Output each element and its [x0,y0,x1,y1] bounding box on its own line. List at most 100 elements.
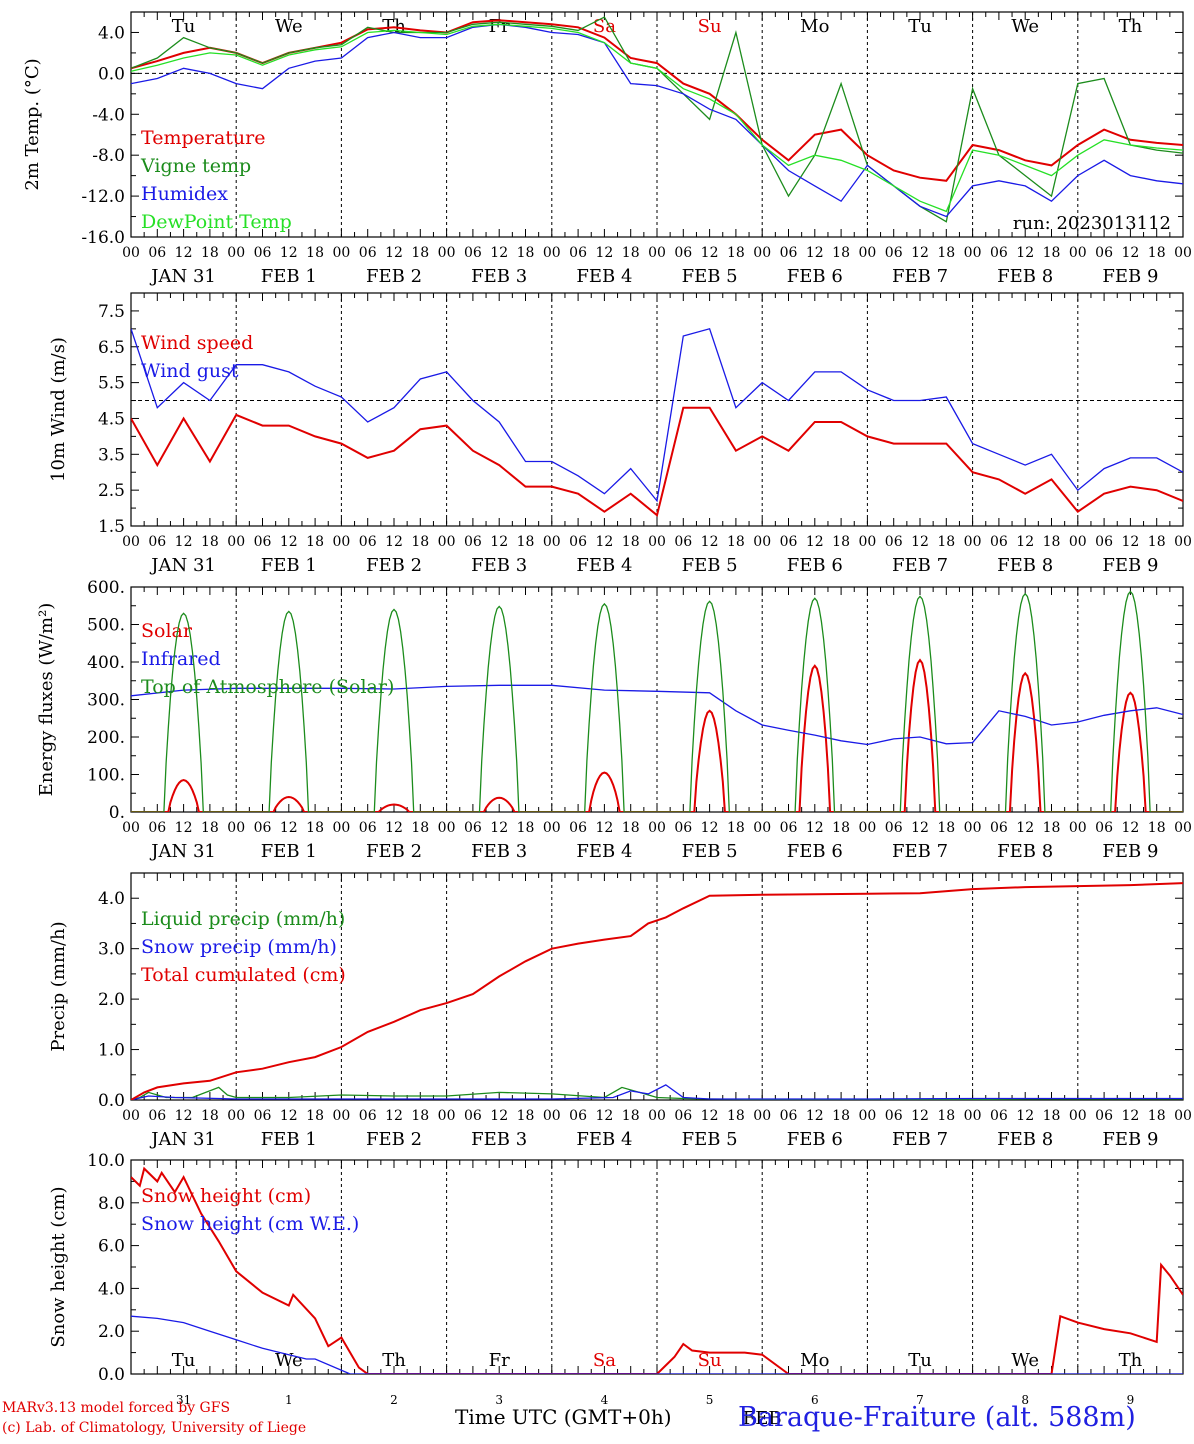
legend-entry: Vigne temp [140,155,251,177]
hour-tick-label: 00 [753,820,771,836]
hour-tick-label: 00 [1069,534,1087,550]
hour-tick-label: 06 [148,245,166,261]
hour-tick-label: 12 [280,245,298,261]
series-line [131,684,1183,746]
hour-tick-label: 00 [858,1108,876,1124]
legend-entry: Temperature [141,127,265,149]
hour-tick-label: 12 [490,1108,508,1124]
hour-tick-label: 00 [648,245,666,261]
date-label: FEB 1 [261,555,317,576]
y-tick-label: 0.0 [98,1091,125,1111]
hour-tick-label: 12 [806,245,824,261]
date-label: FEB 2 [366,1129,422,1150]
legend-entry: Snow height (cm) [141,1185,311,1207]
hour-tick-label: 06 [780,245,798,261]
day-number-label: 5 [706,1393,714,1407]
day-of-week-label: Th [382,1350,406,1371]
hour-tick-label: 18 [1043,245,1061,261]
hour-tick-label: 18 [1148,245,1166,261]
hour-tick-label: 06 [148,534,166,550]
date-label: FEB 2 [366,555,422,576]
y-tick-label: 4.0 [98,889,125,909]
hour-tick-label: 00 [648,820,666,836]
hour-tick-label: 18 [727,534,745,550]
hour-tick-label: 18 [1043,1108,1061,1124]
day-number-label: 3 [495,1393,503,1407]
date-label: FEB 3 [471,841,527,862]
date-label: FEB 6 [787,266,843,287]
day-number-label: 1 [285,1393,293,1407]
hour-tick-label: 12 [595,245,613,261]
date-label: FEB 9 [1102,266,1158,287]
hour-tick-label: 12 [595,1108,613,1124]
y-axis-label: 2m Temp. (°C) [22,58,43,190]
day-of-week-label: Sa [593,16,616,37]
hour-tick-label: 06 [569,245,587,261]
day-of-week-label: Mo [800,16,829,37]
hour-tick-label: 00 [227,1108,245,1124]
series-line [131,23,1183,213]
hour-tick-label: 00 [227,534,245,550]
day-of-week-label: We [1011,16,1039,37]
hour-tick-label: 12 [1121,1108,1139,1124]
hour-tick-label: 18 [306,534,324,550]
hour-tick-label: 00 [858,245,876,261]
hour-tick-label: 18 [201,1108,219,1124]
hour-tick-label: 00 [543,820,561,836]
hour-tick-label: 00 [332,820,350,836]
hour-tick-label: 06 [1095,245,1113,261]
hour-tick-label: 12 [911,820,929,836]
date-label: FEB 6 [787,1129,843,1150]
y-tick-label: -12.0 [81,187,125,207]
hour-tick-label: 18 [727,245,745,261]
hour-tick-label: 06 [780,1108,798,1124]
y-axis-label: 10m Wind (m/s) [48,337,69,482]
hour-tick-label: 00 [648,1108,666,1124]
hour-tick-label: 06 [359,820,377,836]
day-of-week-label: We [1011,1350,1039,1371]
hour-tick-label: 12 [175,1108,193,1124]
hour-tick-label: 12 [1016,1108,1034,1124]
date-label: FEB 5 [682,841,738,862]
hour-tick-label: 12 [385,1108,403,1124]
hour-tick-label: 12 [701,820,719,836]
legend-entry: Wind speed [141,332,253,354]
legend-entry: Snow precip (mm/h) [141,936,337,958]
hour-tick-label: 12 [595,534,613,550]
y-tick-label: 1.0 [98,1041,125,1061]
day-number-label: 2 [390,1393,398,1407]
y-tick-label: -4.0 [92,105,125,125]
y-tick-label: 500. [87,616,125,636]
legend-entry: Top of Atmosphere (Solar) [141,676,394,698]
hour-tick-label: 06 [359,245,377,261]
panel-1: 4.0 0.0 -4.0 -8.0 -12.0 -16.0 2m Temp. (°C) 00 0… [22,11,1192,287]
hour-tick-label: 18 [832,534,850,550]
day-of-week-label: Su [698,16,722,37]
date-label: FEB 3 [471,1129,527,1150]
series-line [131,406,1183,517]
hour-tick-label: 12 [175,534,193,550]
hour-tick-label: 00 [122,534,140,550]
hour-tick-label: 06 [1095,1108,1113,1124]
hour-tick-label: 06 [148,820,166,836]
hour-tick-label: 12 [911,245,929,261]
hour-tick-label: 12 [490,820,508,836]
hour-tick-label: 12 [1121,245,1139,261]
panel-5: 10.0 8.0 6.0 4.0 2.0 0.0 Snow height (cm) Tu We T… [48,1151,1184,1429]
hour-tick-label: 18 [1043,534,1061,550]
panel-4: 4.0 3.0 2.0 1.0 0.0 Precip (mm/h) 00 06 12 18 00 06… [48,872,1192,1150]
hour-tick-label: 12 [175,245,193,261]
hour-tick-label: 06 [674,245,692,261]
model-credit: MARv3.13 model forced by GFS [2,1400,231,1416]
legend-entry: Total cumulated (cm) [141,964,346,986]
hour-tick-label: 12 [701,1108,719,1124]
hour-tick-label: 18 [622,245,640,261]
y-tick-label: 100. [87,766,125,786]
hour-tick-label: 00 [543,1108,561,1124]
hour-tick-label: 06 [254,534,272,550]
date-label: FEB 9 [1102,555,1158,576]
hour-tick-label: 12 [911,1108,929,1124]
hour-tick-label: 06 [148,1108,166,1124]
date-label: FEB 7 [892,555,948,576]
